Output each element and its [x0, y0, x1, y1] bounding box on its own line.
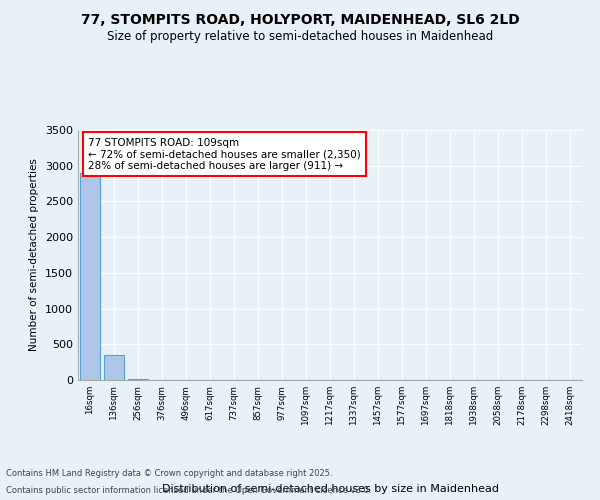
Bar — [104, 355, 124, 380]
Text: Contains HM Land Registry data © Crown copyright and database right 2025.: Contains HM Land Registry data © Crown c… — [6, 468, 332, 477]
X-axis label: Distribution of semi-detached houses by size in Maidenhead: Distribution of semi-detached houses by … — [161, 484, 499, 494]
Text: Contains public sector information licensed under the Open Government Licence v3: Contains public sector information licen… — [6, 486, 371, 495]
Y-axis label: Number of semi-detached properties: Number of semi-detached properties — [29, 158, 40, 352]
Bar — [80, 173, 100, 380]
Bar — [128, 379, 148, 380]
Text: 77, STOMPITS ROAD, HOLYPORT, MAIDENHEAD, SL6 2LD: 77, STOMPITS ROAD, HOLYPORT, MAIDENHEAD,… — [80, 12, 520, 26]
Text: 77 STOMPITS ROAD: 109sqm
← 72% of semi-detached houses are smaller (2,350)
28% o: 77 STOMPITS ROAD: 109sqm ← 72% of semi-d… — [88, 138, 361, 170]
Text: Size of property relative to semi-detached houses in Maidenhead: Size of property relative to semi-detach… — [107, 30, 493, 43]
